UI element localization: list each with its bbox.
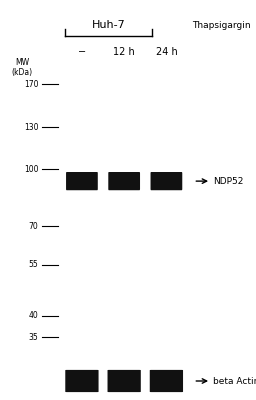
Text: 55: 55 bbox=[29, 260, 38, 269]
Text: NDP52: NDP52 bbox=[213, 177, 243, 186]
Text: 70: 70 bbox=[29, 222, 38, 231]
Text: 35: 35 bbox=[29, 333, 38, 342]
Text: Huh-7: Huh-7 bbox=[92, 20, 126, 30]
Text: 130: 130 bbox=[24, 122, 38, 132]
FancyBboxPatch shape bbox=[150, 370, 183, 392]
FancyBboxPatch shape bbox=[65, 370, 99, 392]
Text: 170: 170 bbox=[24, 80, 38, 88]
FancyBboxPatch shape bbox=[108, 370, 141, 392]
Text: MW
(kDa): MW (kDa) bbox=[11, 58, 33, 77]
Text: 24 h: 24 h bbox=[156, 47, 177, 57]
FancyBboxPatch shape bbox=[151, 172, 182, 190]
FancyBboxPatch shape bbox=[108, 172, 140, 190]
Text: −: − bbox=[78, 47, 86, 57]
Text: 40: 40 bbox=[29, 312, 38, 320]
Text: 12 h: 12 h bbox=[113, 47, 135, 57]
Text: 100: 100 bbox=[24, 164, 38, 174]
Text: Thapsigargin: Thapsigargin bbox=[193, 20, 251, 30]
FancyBboxPatch shape bbox=[66, 172, 98, 190]
Text: beta Actin: beta Actin bbox=[213, 376, 256, 386]
